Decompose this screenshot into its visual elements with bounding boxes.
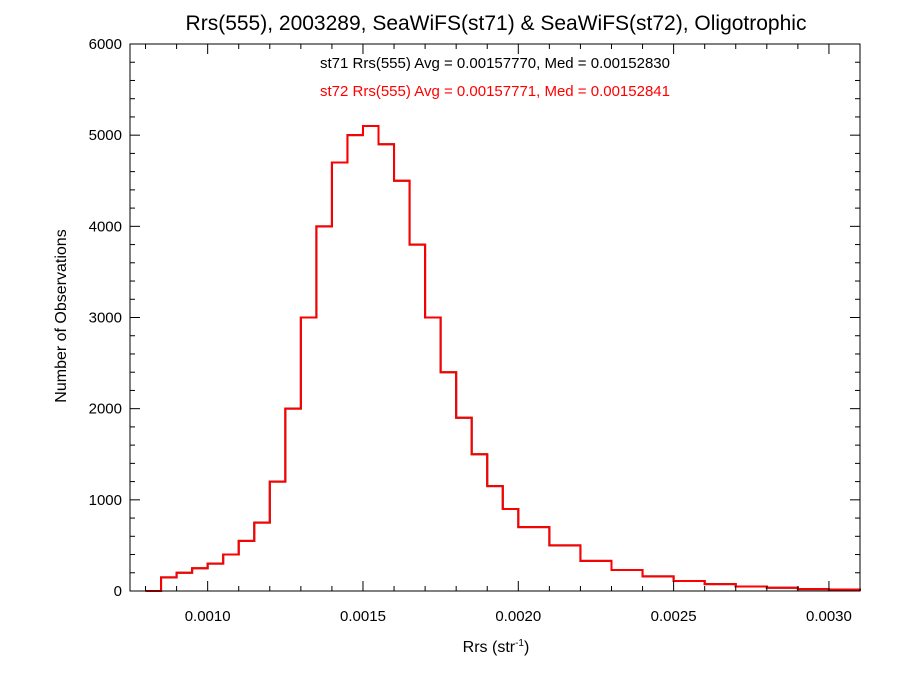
annotation-st71: st71 Rrs(555) Avg = 0.00157770, Med = 0.…: [320, 55, 670, 72]
plot-series: [145, 125, 861, 592]
y-tick-label: 4000: [89, 218, 122, 235]
y-tick-label: 0: [114, 583, 122, 600]
x-axis-label-superscript: -1: [515, 638, 524, 649]
x-axis-label-main: Rrs (str: [463, 639, 516, 656]
x-tick-label: 0.0025: [651, 608, 697, 625]
x-tick-label: 0.0015: [340, 608, 386, 625]
x-axis-label-close: ): [524, 639, 529, 656]
x-tick-label: 0.0030: [806, 608, 852, 625]
x-tick-labels: 0.0010 0.0015 0.0020 0.0025 0.0030: [185, 608, 852, 625]
axis-ticks: [130, 43, 861, 592]
series-st72-line: [145, 125, 861, 592]
chart-title: Rrs(555), 2003289, SeaWiFS(st71) & SeaWi…: [186, 12, 807, 35]
y-tick-label: 3000: [89, 310, 122, 327]
y-tick-label: 1000: [89, 492, 122, 509]
y-tick-label: 6000: [89, 36, 122, 53]
annotation-st72: st72 Rrs(555) Avg = 0.00157771, Med = 0.…: [320, 83, 670, 100]
y-tick-label: 5000: [89, 127, 122, 144]
y-axis-label: Number of Observations: [53, 229, 70, 402]
x-tick-label: 0.0010: [185, 608, 231, 625]
x-tick-label: 0.0020: [495, 608, 541, 625]
y-tick-labels: 0 1000 2000 3000 4000 5000 6000: [89, 36, 122, 600]
x-axis-label: Rrs (str-1): [463, 638, 530, 656]
y-tick-label: 2000: [89, 401, 122, 418]
